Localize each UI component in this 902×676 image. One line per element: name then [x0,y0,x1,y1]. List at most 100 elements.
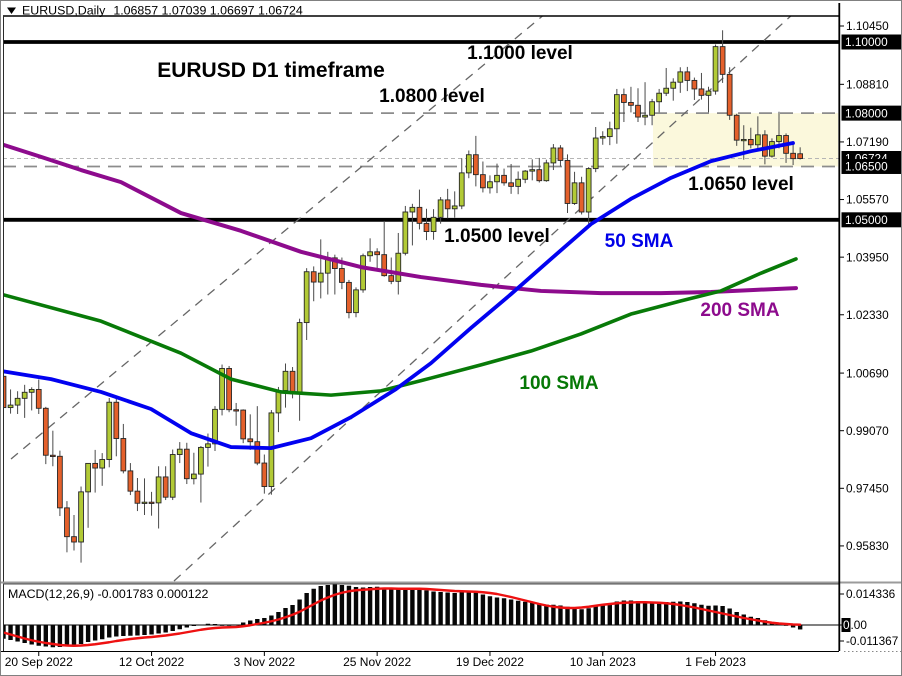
macd-axis-label: 0 [843,618,850,632]
candle [120,438,127,472]
macd-current-value-box [841,618,851,632]
date-axis-area[interactable] [3,653,839,675]
macd-histogram-bar [565,606,570,625]
axes-layer: 1.104501.100001.088101.080001.071901.067… [5,19,901,669]
price-axis-area[interactable] [841,16,902,651]
annotation-1-0650-level[interactable]: 1.0650 level [688,174,794,195]
macd-histogram-bar [642,602,648,625]
candle [501,174,507,184]
candle [35,388,42,409]
annotation-1-0800-level[interactable]: 1.0800 level [379,86,485,107]
date-axis-label: 19 Dec 2022 [456,655,524,669]
price-axis-label: 0.99070 [846,424,889,438]
annotation-timeframe[interactable]: EURUSD D1 timeframe [157,59,385,82]
candle [557,147,564,161]
candle [719,46,726,75]
macd-histogram-bar [212,624,218,625]
macd-histogram-bar [367,587,373,625]
macd-histogram-bar [734,612,739,625]
candle [740,138,747,142]
macd-histogram-bar [325,585,330,625]
candle [747,138,754,146]
candle [698,88,705,96]
candle [677,71,684,83]
macd-histogram-bar [515,600,521,625]
macd-histogram-bar [205,623,211,625]
candle [21,391,28,399]
macd-histogram-bar [783,625,789,626]
panel-separator[interactable] [1,581,902,584]
candle [78,491,84,543]
macd-histogram-bar [107,625,112,638]
candle [430,216,437,232]
candle [790,152,796,160]
macd-histogram-bar [720,606,725,625]
candle [444,199,451,210]
macd-histogram-bar [121,625,126,636]
candle [409,206,416,213]
candle [536,169,543,182]
candle [353,289,359,314]
macd-histogram-bar [71,625,77,646]
annotation-100-sma[interactable]: 100 SMA [519,373,598,394]
candle [712,46,719,92]
candle [614,94,620,130]
annotation-50-sma[interactable]: 50 SMA [605,231,674,252]
candle [522,170,529,180]
macd-histogram-bar [22,625,27,643]
candle [198,446,204,475]
candle [233,409,240,412]
macd-histogram-bar [177,625,182,630]
candle [71,536,77,543]
macd-histogram-bar [473,592,479,625]
annotation-200-sma[interactable]: 200 SMA [700,300,779,321]
sma-50-line [3,141,795,451]
trendline-1[interactable] [10,13,546,460]
macd-histogram-bar [445,592,450,625]
candle [212,408,218,445]
price-axis-label: 1.08000 [845,106,888,120]
chevron-down-icon[interactable] [7,7,16,15]
macd-histogram-bar [8,625,13,640]
macd-histogram-bar [417,588,422,625]
candle [592,137,599,170]
candle [162,476,169,498]
annotation-1-0500-level[interactable]: 1.0500 level [444,226,550,247]
candle [388,275,395,282]
macd-histogram-bar [607,603,612,625]
candle [317,272,324,283]
date-axis-label: 3 Nov 2022 [234,655,296,669]
candle [571,182,578,204]
annotation-1-1000-level[interactable]: 1.1000 level [467,43,573,64]
macd-histogram-bar [797,625,803,630]
candle [226,368,232,411]
trendlines-layer [10,13,794,582]
macd-histogram-bar [551,604,556,625]
macd-histogram-bar [699,604,704,625]
chart-plot-area[interactable] [3,16,839,582]
candle [635,104,641,118]
candle [176,448,183,455]
macd-histogram-bar [78,625,84,644]
candle [473,154,479,176]
macd-signal-line [3,587,802,647]
trendline-2[interactable] [173,13,794,582]
candle [92,462,99,469]
sma-200-line [3,142,798,296]
macd-histogram-bar [226,625,232,626]
macd-histogram-bar [382,587,387,625]
macd-histogram-bar [424,590,429,625]
candle [205,443,211,448]
macd-histogram-bar [346,585,352,625]
candle [254,441,261,464]
candle [141,501,148,504]
candle [381,254,388,277]
candle [360,255,366,291]
macd-histogram-bar [332,584,338,625]
candle [656,92,663,103]
candle [797,153,804,159]
candle [14,397,21,406]
macd-histogram-bar [100,625,105,640]
price-axis-label: 1.00690 [846,366,889,380]
